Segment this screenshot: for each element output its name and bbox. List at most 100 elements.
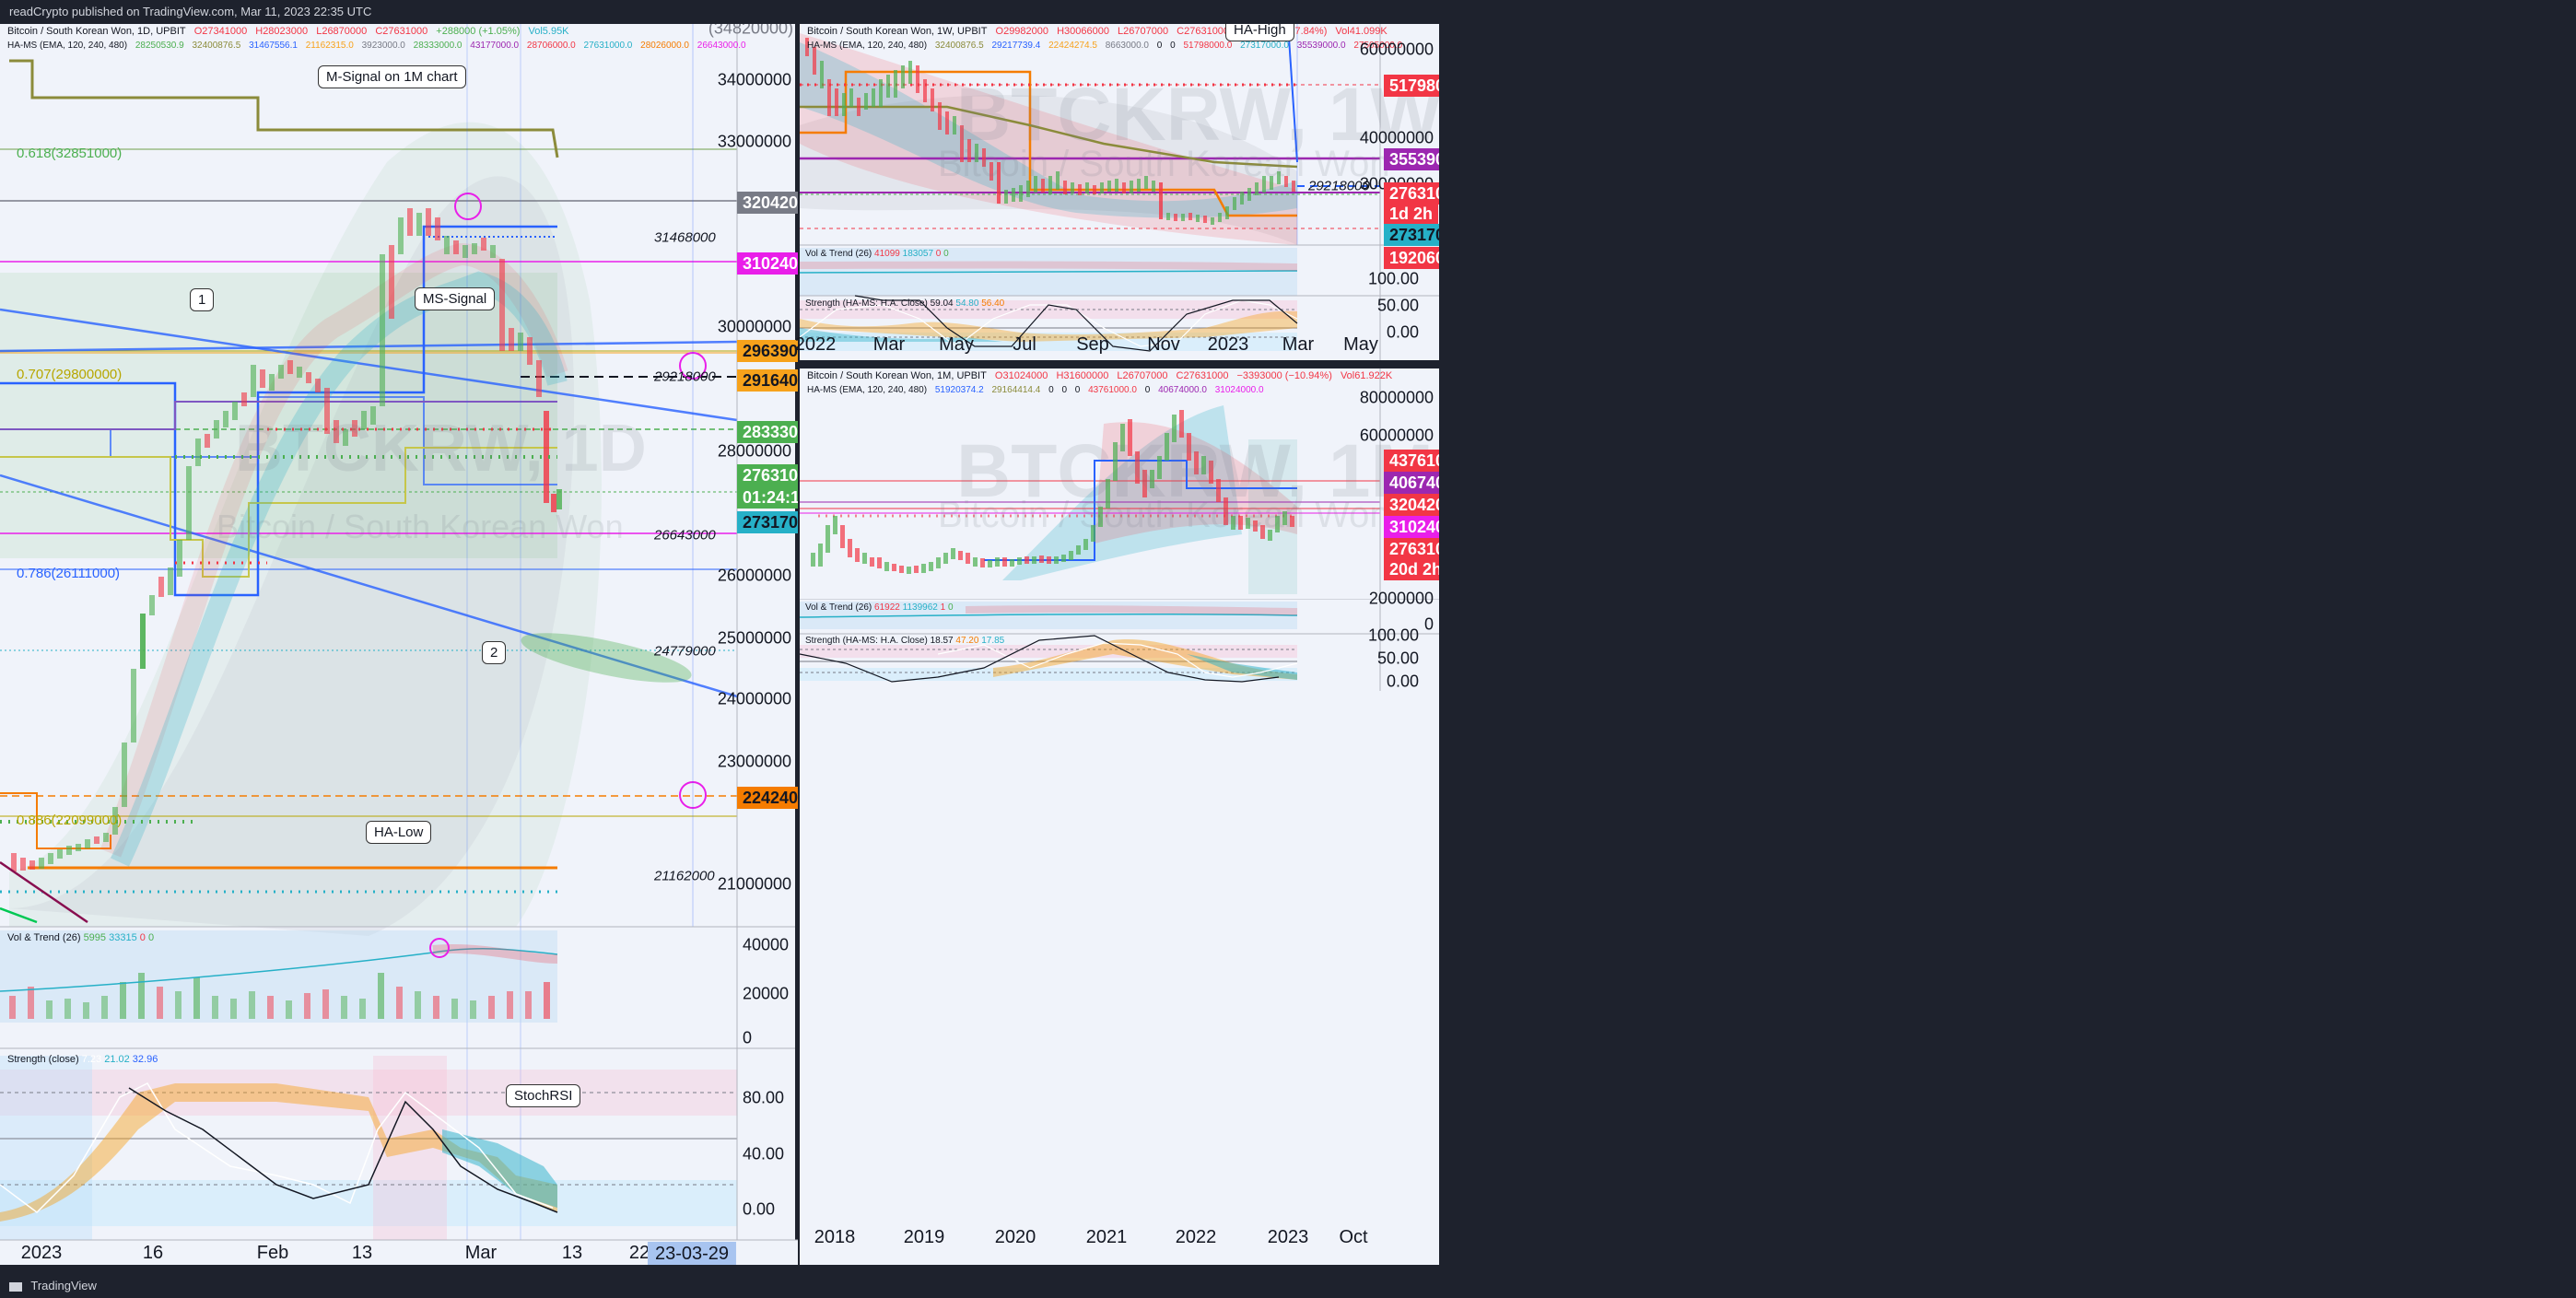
ohlc-close: C27631000 [1177,26,1230,37]
price-tick: 21000000 [717,874,791,894]
price-tag-51798000: 51798000 [1384,75,1439,97]
strength-tick: 40.00 [743,1144,785,1164]
daily-watermark: BTCKRW, 1D [235,412,647,485]
fib-label-0707: 0.707(29800000) [17,367,123,382]
weekly-symbol-line: Bitcoin / South Korean Won, 1W, UPBIT O2… [807,26,1393,37]
monthly-watermark-sub: Bitcoin / South Korean Won [938,495,1390,535]
price-tick: 23000000 [717,752,791,771]
price-tick: 25000000 [717,628,791,648]
volume-tick: 0 [1423,614,1434,634]
chart-panel-daily[interactable]: Bitcoin / South Korean Won, 1D, UPBIT O2… [0,24,798,1265]
daily-chart-canvas[interactable] [0,24,798,1265]
indicator-value: 21162315.0 [305,41,354,51]
monthly-candles [811,410,1294,574]
price-tag-last: 27631000 [737,464,798,486]
line-label-31468000: 31468000 [654,229,716,246]
strength-tick: 0.00 [1386,672,1419,691]
price-tick: 60000000 [1359,40,1434,59]
price-tag-31024000: 31024000 [737,252,798,275]
callout-2[interactable]: 2 [482,641,507,664]
weekly-indicator-line: HA-MS (EMA, 120, 240, 480) 32400876.5 29… [807,41,1408,51]
time-axis-label: 2021 [1085,1227,1128,1247]
indicator-value: 28026000.0 [640,41,689,51]
daily-volume-title: Vol & Trend (26) 5995 33315 0 0 [7,932,154,943]
volume-value: 0 [147,932,155,943]
monthly-indicator-line: HA-MS (EMA, 120, 240, 480) 51920374.2 29… [807,385,1270,395]
chart-panel-weekly[interactable]: Bitcoin / South Korean Won, 1W, UPBIT O2… [800,24,1439,360]
ohlc-high: H30066000 [1057,26,1109,37]
strength-indicator-name: Strength (close) [7,1054,79,1065]
indicator-value: 29217739.4 [991,41,1041,51]
price-tag-32042000: 32042000 [737,192,798,214]
strength-value: 21.02 [104,1054,130,1065]
time-axis-label: 2023 [20,1243,63,1263]
price-tag-29164000: 29164000 [737,369,798,392]
panel-gutter [1439,24,2576,1274]
time-axis-label: 2023 [1207,334,1249,355]
strength-value: 7.23 [81,1054,102,1065]
time-axis-label: Feb [256,1243,289,1263]
volume-value: 33315 [109,932,137,943]
volume-tick: 20000 [743,984,790,1003]
strength-value: 56.40 [981,298,1005,309]
callout-ha-low[interactable]: HA-Low [366,821,432,844]
volume-value: 5995 [83,932,107,943]
daily-watermark-sub: Bitcoin / South Korean Won [217,508,624,545]
callout-ha-high[interactable]: HA-High [1225,24,1294,41]
indicator-value: 8663000.0 [1105,41,1149,51]
ohlc-close: C27631000 [375,26,428,37]
weekly-strength-title: Strength (HA-MS: H.A. Close) 59.04 54.80… [805,298,1004,309]
volume-value: 183057 [902,249,934,259]
strength-tick: 50.00 [1376,649,1419,668]
chart-panel-monthly[interactable]: Bitcoin / South Korean Won, 1M, UPBIT O3… [800,368,1439,1265]
daily-volume-bars [9,973,550,1019]
ohlc-low: L26870000 [316,26,368,37]
strength-tick: 0.00 [1386,322,1419,342]
price-tick: 34000000 [717,70,791,89]
volume-indicator-name: Vol & Trend (26) [7,932,81,943]
weekly-chart-canvas[interactable] [800,24,1439,360]
volume-tick: 0 [743,1028,753,1047]
volume-value: 0 [935,249,942,259]
callout-ms-signal[interactable]: MS-Signal [415,287,496,310]
strength-value: 59.04 [930,298,954,309]
symbol-title: Bitcoin / South Korean Won, 1D, UPBIT [7,26,186,37]
monthly-volume-title: Vol & Trend (26) 61922 1139962 1 0 [805,602,954,613]
weekly-candles [805,38,1295,225]
indicator-value: 28333000.0 [413,41,463,51]
time-axis-highlight: 23-03-29 [647,1242,737,1265]
price-tick: 60000000 [1359,426,1434,445]
ohlc-low: L26707000 [1117,370,1168,381]
volume-tick: 40000 [743,935,790,954]
ohlc-open: O31024000 [994,370,1048,381]
volume-indicator-name: Vol & Trend (26) [805,249,872,259]
daily-price-axis[interactable]: (34820000) 34000000 33000000 30000000 28… [708,24,795,1240]
price-tag-countdown: 20d 2h [1384,558,1439,580]
line-label-29218000: 29218000 [654,368,716,385]
strength-tick: 100.00 [1367,269,1419,288]
price-tick: 40000000 [1359,128,1434,147]
price-tag-22424000: 22424000 [737,787,798,809]
symbol-title: Bitcoin / South Korean Won, 1M, UPBIT [807,370,987,381]
fib-label-0886: 0.886(22099000) [17,813,123,828]
daily-strength-title: Strength (close) 7.23 21.02 32.96 [7,1054,158,1065]
ohlc-open: O29982000 [995,26,1049,37]
monthly-strength-title: Strength (HA-MS: H.A. Close) 18.57 47.20… [805,636,1004,646]
panel-divider [800,360,1439,368]
indicator-value: 29164414.4 [991,385,1041,395]
callout-m-signal[interactable]: M-Signal on 1M chart [318,65,466,88]
indicator-value: 35539000.0 [1296,41,1346,51]
indicator-value: 31467556.1 [249,41,298,51]
price-tick: 80000000 [1359,388,1434,407]
monthly-chart-canvas[interactable] [800,368,1439,691]
volume-value: 41099 [874,249,900,259]
footer-brand: TradingView [30,1279,97,1292]
strength-value: 17.85 [981,636,1005,646]
fib-label-0786: 0.786(26111000) [17,566,121,581]
indicator-value: 0 [1048,385,1054,395]
callout-1[interactable]: 1 [190,288,215,311]
weekly-watermark: BTCKRW, 1W [956,73,1439,157]
monthly-watermark: BTCKRW, 1M [956,429,1434,513]
callout-stochrsi[interactable]: StochRSI [506,1084,581,1107]
price-tag-last: 27631000 [1384,538,1439,560]
